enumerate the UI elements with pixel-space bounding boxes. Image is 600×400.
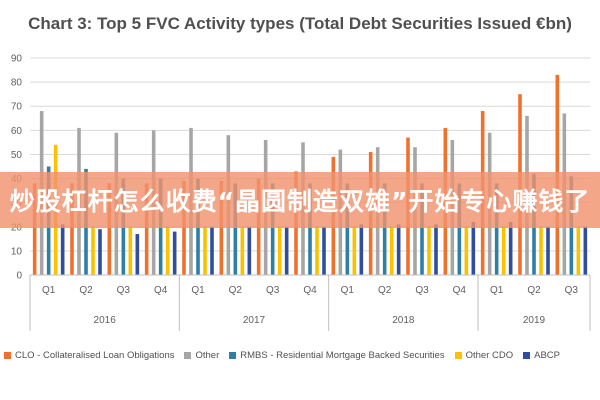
- y-tick-label: 60: [11, 126, 23, 137]
- bar: [135, 234, 140, 275]
- x-tick-label: Q3: [565, 285, 579, 296]
- chart-title: Chart 3: Top 5 FVC Activity types (Total…: [28, 14, 572, 33]
- legend-label: ABCP: [534, 350, 560, 361]
- x-tick-label: Q2: [229, 285, 243, 296]
- x-tick-label: Q4: [154, 285, 168, 296]
- bar: [60, 224, 65, 275]
- bar: [420, 183, 424, 275]
- y-tick-label: 50: [11, 150, 23, 161]
- bar: [322, 226, 326, 275]
- bar: [352, 226, 357, 275]
- x-tick-label: Q2: [527, 285, 541, 296]
- x-tick-label: Q3: [266, 285, 280, 296]
- legend-label: RMBS - Residential Mortgage Backed Secur…: [240, 350, 445, 361]
- bar: [539, 226, 543, 275]
- bar: [91, 226, 95, 275]
- bar: [210, 226, 214, 275]
- y-tick-label: 90: [11, 54, 23, 65]
- bar: [382, 183, 387, 275]
- bar: [70, 183, 74, 275]
- bar: [277, 226, 282, 275]
- bar: [546, 226, 550, 275]
- x-tick-label: Q1: [490, 285, 504, 296]
- legend-swatch: [4, 352, 11, 359]
- x-tick-label: Q2: [79, 285, 93, 296]
- bar: [284, 226, 289, 275]
- bar: [270, 183, 275, 275]
- year-label: 2016: [94, 315, 117, 326]
- legend-swatch: [229, 352, 237, 359]
- bar: [107, 183, 112, 275]
- bar: [508, 221, 513, 275]
- x-tick-label: Q1: [191, 285, 205, 296]
- bar: [172, 231, 177, 275]
- legend-label: Other: [195, 350, 220, 361]
- y-tick-label: 10: [11, 246, 23, 257]
- bar: [457, 183, 462, 275]
- x-tick-label: Q3: [117, 285, 131, 296]
- x-tick-label: Q1: [42, 285, 56, 296]
- legend-swatch: [523, 352, 531, 359]
- x-tick-label: Q1: [341, 285, 355, 296]
- bar: [576, 226, 581, 275]
- bar: [501, 226, 506, 275]
- legend-item: Other CDO: [454, 350, 514, 361]
- legend-swatch: [454, 352, 462, 359]
- bar: [240, 226, 245, 275]
- x-tick-label: Q2: [378, 285, 392, 296]
- bar: [389, 226, 394, 275]
- bar: [345, 183, 350, 275]
- bar: [233, 183, 238, 275]
- bar: [434, 224, 438, 275]
- year-label: 2017: [243, 315, 266, 326]
- bar: [583, 226, 588, 275]
- year-label: 2019: [523, 315, 546, 326]
- bar: [396, 224, 401, 275]
- legend-item: Other: [184, 350, 219, 361]
- y-tick-label: 80: [11, 78, 23, 89]
- bar: [464, 226, 469, 275]
- x-tick-label: Q3: [415, 285, 429, 296]
- y-tick-label: 0: [16, 271, 22, 282]
- bar: [315, 226, 319, 275]
- bar: [32, 183, 37, 275]
- legend-swatch: [184, 352, 192, 359]
- bar: [471, 221, 476, 275]
- x-tick-label: Q4: [453, 285, 467, 296]
- bar: [98, 229, 102, 275]
- legend-item: ABCP: [523, 350, 560, 361]
- bar: [494, 183, 499, 275]
- legend-item: RMBS - Residential Mortgage Backed Secur…: [229, 350, 445, 361]
- year-label: 2018: [392, 315, 415, 326]
- bar: [427, 226, 431, 275]
- bar: [203, 226, 207, 275]
- bar: [247, 226, 252, 275]
- bar: [359, 224, 364, 275]
- bar: [308, 183, 312, 275]
- y-tick-label: 70: [11, 102, 23, 113]
- legend-item: CLO - Collateralised Loan Obligations: [4, 350, 174, 361]
- legend-label: Other CDO: [465, 350, 514, 361]
- bar: [144, 183, 149, 275]
- chart-legend: CLO - Collateralised Loan Obligations Oth…: [4, 350, 596, 361]
- overlay-banner: 炒股杠杆怎么收费“晶圆制造双雄”开始专心赚钱了: [0, 172, 600, 228]
- bar: [128, 226, 133, 275]
- bar: [165, 226, 170, 275]
- legend-label: CLO - Collateralised Loan Obligations: [15, 350, 175, 361]
- x-tick-label: Q4: [303, 285, 317, 296]
